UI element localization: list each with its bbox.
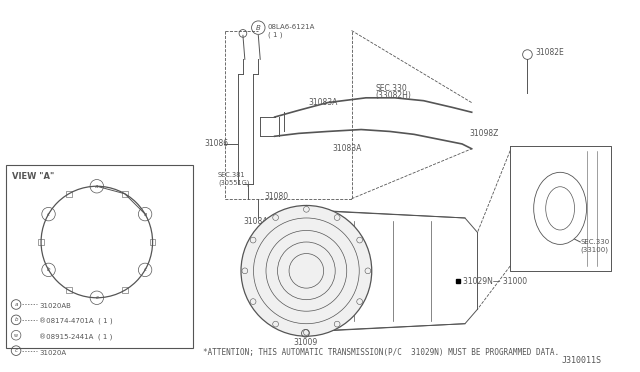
- Text: 31029N— 31000: 31029N— 31000: [463, 277, 527, 286]
- Text: 31082E: 31082E: [535, 48, 564, 57]
- Text: c: c: [143, 267, 147, 272]
- Bar: [38, 239, 44, 245]
- Text: 31009: 31009: [294, 339, 318, 347]
- Text: 08LA6-6121A: 08LA6-6121A: [268, 24, 316, 30]
- Text: 31083A: 31083A: [308, 98, 338, 107]
- Text: 31080: 31080: [264, 192, 288, 201]
- Bar: [150, 239, 156, 245]
- Bar: [66, 288, 72, 293]
- Bar: [66, 191, 72, 197]
- Text: b: b: [47, 267, 51, 272]
- Bar: [122, 191, 127, 197]
- Text: a: a: [95, 184, 99, 189]
- Text: c: c: [47, 212, 50, 217]
- Text: a: a: [143, 212, 147, 217]
- Text: (30551G): (30551G): [218, 179, 250, 186]
- Text: b: b: [14, 317, 18, 323]
- Text: 31098Z: 31098Z: [470, 129, 499, 138]
- Bar: [122, 288, 127, 293]
- Text: 31083A: 31083A: [332, 144, 362, 153]
- Text: 31020AB: 31020AB: [39, 304, 71, 310]
- Text: *ATTENTION; THIS AUTOMATIC TRANSMISSION(P/C  31029N) MUST BE PROGRAMMED DATA.: *ATTENTION; THIS AUTOMATIC TRANSMISSION(…: [202, 348, 559, 357]
- Circle shape: [241, 205, 372, 336]
- Text: B: B: [256, 25, 260, 31]
- Text: 31020A: 31020A: [39, 350, 67, 356]
- Text: ®08174-4701A  ( 1 ): ®08174-4701A ( 1 ): [39, 318, 113, 326]
- Text: w: w: [14, 333, 18, 338]
- Text: c: c: [15, 348, 17, 353]
- Text: SEC.330: SEC.330: [580, 239, 609, 245]
- Text: J310011S: J310011S: [561, 356, 602, 365]
- Text: SEC.381: SEC.381: [218, 172, 245, 178]
- Text: c: c: [95, 295, 99, 300]
- Text: ( 1 ): ( 1 ): [268, 31, 282, 38]
- Bar: [6, 165, 193, 348]
- Text: (33100): (33100): [580, 246, 608, 253]
- Text: SEC.330: SEC.330: [376, 84, 407, 93]
- Text: "A": "A": [318, 209, 330, 218]
- Text: (33082H): (33082H): [376, 92, 412, 100]
- Text: VIEW "A": VIEW "A": [12, 171, 54, 180]
- Text: a: a: [14, 302, 18, 307]
- Text: 31084: 31084: [243, 217, 267, 226]
- Text: ®08915-2441A  ( 1 ): ®08915-2441A ( 1 ): [39, 334, 113, 341]
- Text: 31086: 31086: [204, 140, 228, 148]
